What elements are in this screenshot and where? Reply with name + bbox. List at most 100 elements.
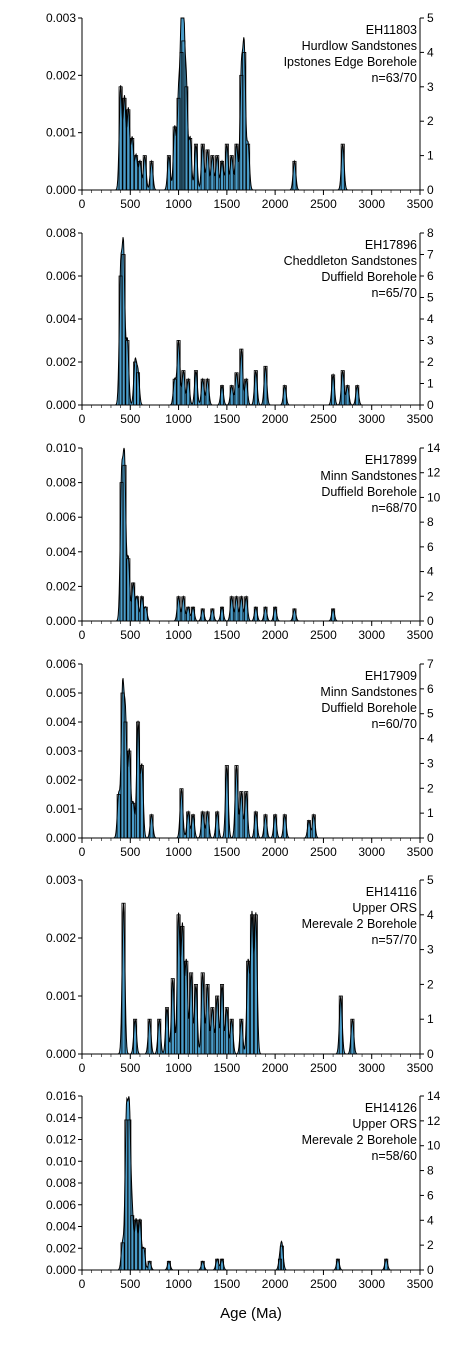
histogram-bar [224,143,229,191]
histogram-bar [120,1242,125,1271]
x-tick-label: 3500 [407,412,434,426]
panel-annotation-line: EH17896 [365,238,417,252]
histogram-bar [200,1260,205,1271]
histogram-bar [355,385,360,406]
y-tick-label: 0.012 [46,1133,76,1147]
y2-tick-label: 2 [427,977,434,991]
y2-tick-label: 3 [427,756,434,770]
panel-annotation-line: EH14116 [366,885,417,899]
histogram-bar [234,596,239,622]
y-tick-label: 0.003 [46,744,76,758]
histogram-bar [184,960,189,1055]
y-tick-label: 0.000 [46,1263,76,1277]
histogram-bar [335,1258,340,1271]
histogram-bar [136,372,141,406]
histogram-bar [253,370,258,406]
histogram-bar [239,348,244,406]
histogram-bar [137,160,142,191]
histogram-bar [220,385,225,406]
histogram-bar [279,1245,284,1271]
x-tick-label: 1000 [165,1277,192,1291]
y2-tick-label: 5 [427,873,434,887]
histogram-bar [130,137,135,191]
x-tick-label: 3500 [407,1277,434,1291]
x-tick-label: 500 [120,1061,140,1075]
histogram-bar [229,1018,234,1055]
histogram-bar [186,606,191,622]
x-tick-label: 2000 [262,845,289,859]
y2-tick-label: 0 [427,614,434,628]
y-tick-label: 0.008 [46,226,76,240]
histogram-bar [210,608,215,622]
x-tick-label: 1500 [214,197,241,211]
y2-tick-label: 10 [427,490,441,504]
y-tick-label: 0.004 [46,1220,76,1234]
histogram-bar [130,1215,135,1271]
histogram-bar [200,972,205,1055]
x-tick-label: 1000 [165,628,192,642]
y-tick-label: 0.006 [46,1198,76,1212]
histogram-bar [224,1007,229,1055]
x-tick-label: 3000 [358,628,385,642]
histogram-bar [134,155,139,191]
y2-tick-label: 6 [427,682,434,696]
x-tick-label: 500 [120,628,140,642]
y2-tick-label: 6 [427,269,434,283]
histogram-bar [239,596,244,622]
y2-tick-label: 4 [427,732,434,746]
panel-annotation-line: Cheddleton Sandstones [284,254,417,268]
histogram-bar [384,1258,389,1271]
x-tick-label: 0 [79,412,86,426]
histogram-bar [118,86,123,191]
histogram-bar [131,582,136,622]
histogram-bar [142,155,147,191]
y2-tick-label: 8 [427,1164,434,1178]
panel-annotation-line: EH11803 [366,23,417,37]
histogram-bar [176,340,181,406]
histogram-bar [200,608,205,622]
histogram-bar [193,143,198,191]
histogram-bar [234,143,239,191]
histogram-bar [149,160,154,191]
histogram-bar [210,155,215,191]
panel-annotation-line: n=60/70 [371,717,417,731]
x-tick-label: 1500 [214,1277,241,1291]
probability-density-curve [82,678,420,839]
x-tick-label: 3000 [358,1277,385,1291]
histogram-bar [220,1258,225,1271]
histogram-bar [176,914,181,1055]
x-tick-label: 1500 [214,845,241,859]
y2-tick-label: 3 [427,943,434,957]
y-tick-label: 0.002 [46,579,76,593]
histogram-bar [239,791,244,839]
y2-tick-label: 6 [427,540,434,554]
x-tick-label: 2500 [310,412,337,426]
panel-annotation-line: Duffield Borehole [321,270,417,284]
y-tick-label: 0.014 [46,1111,76,1125]
histogram-bar [282,814,287,839]
histogram-bar [244,791,249,839]
panel-annotation-line: Duffield Borehole [321,485,417,499]
y2-tick-label: 1 [427,377,434,391]
histogram-bar [181,370,186,406]
histogram-bar [229,385,234,406]
x-tick-label: 3500 [407,197,434,211]
histogram-bar [186,811,191,839]
x-axis-label: Age (Ma) [220,1305,282,1322]
histogram-bar [220,160,225,191]
panel-annotation-line: Duffield Borehole [321,701,417,715]
histogram-bar [193,370,198,406]
x-tick-label: 1000 [165,1061,192,1075]
x-tick-label: 1500 [214,412,241,426]
histogram-bar [253,914,258,1055]
histogram-bar [121,254,126,406]
histogram-bar [273,814,278,839]
y-tick-label: 0.006 [46,510,76,524]
histogram-bar [181,596,186,622]
y2-tick-label: 5 [427,707,434,721]
y2-tick-label: 2 [427,781,434,795]
histogram-bar [135,596,140,622]
x-tick-label: 1000 [165,197,192,211]
y2-tick-label: 1 [427,806,434,820]
